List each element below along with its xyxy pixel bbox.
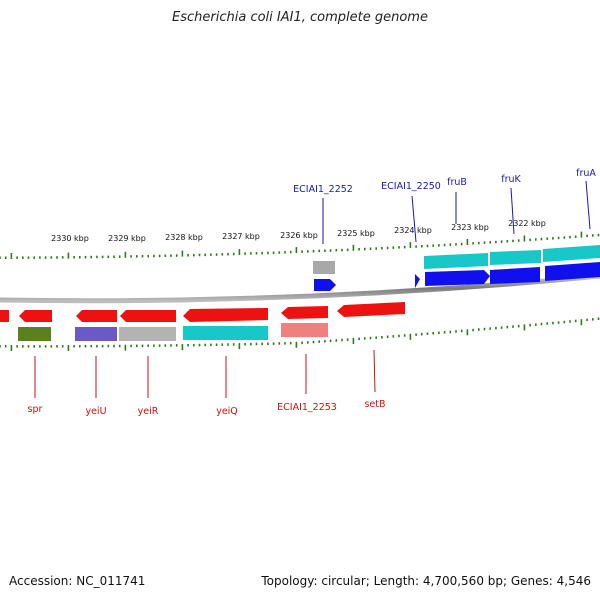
lower-tick-row (0, 317, 600, 351)
kbp-labels: 2330 kbp 2329 kbp 2328 kbp 2327 kbp 2326… (51, 219, 546, 243)
gene-arrow-blue[interactable] (490, 267, 540, 284)
kbp-label: 2326 kbp (280, 231, 318, 240)
gene-label-fruK[interactable]: fruK (501, 174, 521, 185)
leader-line (411, 195, 417, 243)
gene-arrow-red[interactable] (0, 310, 9, 322)
gene-arrow-red[interactable] (76, 310, 117, 322)
kbp-label: 2322 kbp (508, 219, 546, 228)
gene-label-yeiQ[interactable]: yeiQ (216, 406, 238, 417)
gene-arrow-red[interactable] (281, 306, 328, 319)
forward-strand-genes (313, 245, 600, 291)
gene-label-fruA[interactable]: fruA (576, 168, 596, 179)
leader-line (510, 187, 515, 235)
kbp-label: 2324 kbp (394, 226, 432, 235)
gene-label-setB[interactable]: setB (364, 399, 385, 410)
gene-arrow-blue[interactable] (314, 279, 336, 291)
gene-arrow-red[interactable] (120, 310, 176, 322)
gene-arrow-red[interactable] (183, 308, 268, 322)
gene-block-cyan[interactable] (543, 245, 600, 262)
gene-label-ECIAI1_2250[interactable]: ECIAI1_2250 (381, 181, 441, 192)
gene-label-yeiR[interactable]: yeiR (138, 406, 159, 417)
kbp-label: 2329 kbp (108, 234, 146, 243)
gene-label-yeiU[interactable]: yeiU (85, 406, 106, 417)
gene-block-purple[interactable] (75, 327, 117, 341)
gene-label-ECIAI1_2253[interactable]: ECIAI1_2253 (277, 402, 337, 413)
genome-backbone (0, 273, 600, 304)
gene-block-cyan[interactable] (183, 326, 268, 340)
genome-summary-label: Topology: circular; Length: 4,700,560 bp… (261, 574, 591, 588)
genome-title: Escherichia coli IAI1, complete genome (172, 10, 428, 25)
reverse-labels: spr yeiU yeiR yeiQ ECIAI1_2253 setB (28, 399, 386, 417)
gene-label-spr[interactable]: spr (28, 404, 43, 415)
gene-label-ECIAI1_2252[interactable]: ECIAI1_2252 (293, 184, 353, 195)
leader-line (585, 180, 591, 230)
kbp-label: 2330 kbp (51, 234, 89, 243)
gene-block-cyan[interactable] (424, 253, 488, 269)
gene-block-cyan[interactable] (490, 250, 541, 265)
forward-label-lines (322, 180, 591, 244)
kbp-label: 2327 kbp (222, 232, 260, 241)
gene-block-pink[interactable] (281, 323, 328, 337)
gene-arrow-red[interactable] (19, 310, 52, 322)
gene-arrow-blue[interactable] (545, 262, 600, 281)
gene-block-grey[interactable] (119, 327, 176, 341)
forward-labels: ECIAI1_2252 ECIAI1_2250 fruB fruK fruA (293, 168, 596, 195)
gene-block-green[interactable] (18, 327, 51, 341)
leader-line (373, 349, 376, 393)
reverse-label-lines (34, 349, 376, 398)
gene-arrow-blue[interactable] (415, 274, 420, 288)
reverse-strand-genes (0, 302, 405, 341)
accession-label: Accession: NC_011741 (9, 574, 146, 588)
kbp-label: 2323 kbp (451, 223, 489, 232)
kbp-label: 2328 kbp (165, 233, 203, 242)
upper-tick-row (0, 231, 600, 259)
gene-arrow-blue[interactable] (425, 270, 490, 286)
kbp-label: 2325 kbp (337, 229, 375, 238)
gene-label-fruB[interactable]: fruB (447, 177, 467, 188)
gene-arrow-red[interactable] (337, 302, 405, 317)
genome-map: 2330 kbp 2329 kbp 2328 kbp 2327 kbp 2326… (0, 168, 600, 417)
gene-block-grey[interactable] (313, 261, 335, 274)
